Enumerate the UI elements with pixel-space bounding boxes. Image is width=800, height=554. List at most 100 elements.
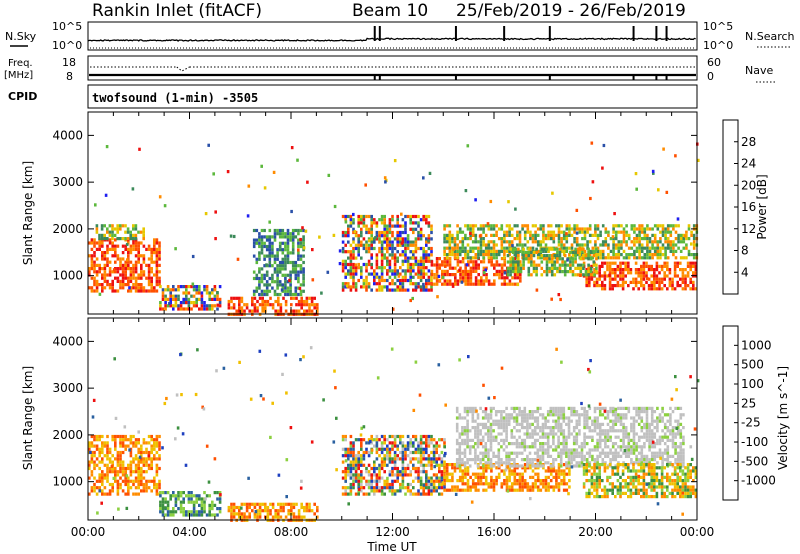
heatmap-cell xyxy=(661,224,665,228)
heatmap-cell xyxy=(545,260,549,264)
heatmap-cell xyxy=(482,472,485,476)
heatmap-cell xyxy=(598,429,602,433)
heatmap-cell xyxy=(230,509,233,513)
heatmap-cell xyxy=(435,463,438,467)
heatmap-cell xyxy=(635,227,639,231)
heatmap-cell xyxy=(264,509,267,513)
heatmap-cell xyxy=(511,282,514,286)
heatmap-cell xyxy=(164,497,167,501)
heatmap-cell xyxy=(251,303,254,307)
heatmap-cell xyxy=(344,272,347,276)
heatmap-cell xyxy=(375,438,379,442)
heatmap-cell xyxy=(535,273,538,277)
heatmap-cell xyxy=(119,434,122,439)
heatmap-cell xyxy=(467,263,470,267)
heatmap-cell xyxy=(159,285,162,289)
heatmap-cell xyxy=(454,282,457,286)
heatmap-cell xyxy=(661,227,665,231)
heatmap-cell xyxy=(461,273,465,277)
heatmap-cell xyxy=(523,419,527,423)
heatmap-cell xyxy=(190,500,193,504)
heatmap-cell xyxy=(430,250,433,254)
heatmap-cell xyxy=(539,240,543,244)
heatmap-cell xyxy=(575,227,579,231)
heatmap-cell xyxy=(208,507,211,511)
heatmap-cell xyxy=(116,224,119,228)
heatmap-cell xyxy=(596,461,599,465)
heatmap-cell xyxy=(404,450,407,455)
heatmap-cell xyxy=(652,171,655,175)
heatmap-cell xyxy=(203,500,206,504)
heatmap-cell xyxy=(604,256,608,260)
heatmap-cell xyxy=(142,237,145,241)
heatmap-cell xyxy=(601,448,605,452)
heatmap-cell xyxy=(694,264,698,268)
heatmap-cell xyxy=(534,479,537,483)
heatmap-cell xyxy=(425,285,428,289)
heatmap-cell xyxy=(472,263,475,267)
heatmap-cell xyxy=(515,451,519,455)
heatmap-cell xyxy=(643,233,647,237)
heatmap-cell xyxy=(256,515,259,519)
heatmap-cell xyxy=(583,435,586,439)
heatmap-cell xyxy=(88,466,91,471)
heatmap-cell xyxy=(622,237,626,241)
heatmap-cell xyxy=(140,482,143,487)
heatmap-cell xyxy=(692,237,696,241)
heatmap-cell xyxy=(294,292,298,297)
heatmap-cell xyxy=(516,243,519,247)
heatmap-cell xyxy=(380,492,384,496)
heatmap-cell xyxy=(523,479,527,483)
heatmap-cell xyxy=(140,476,143,480)
heatmap-cell xyxy=(557,488,561,492)
y-tick-label: 3000 xyxy=(52,175,83,189)
heatmap-cell xyxy=(354,285,358,289)
heatmap-cell xyxy=(451,282,454,286)
heatmap-cell xyxy=(510,464,514,468)
heatmap-cell xyxy=(187,497,191,501)
heatmap-cell xyxy=(653,268,656,272)
heatmap-cell xyxy=(169,513,172,517)
heatmap-cell xyxy=(537,263,541,267)
heatmap-cell xyxy=(541,454,545,458)
heatmap-cell xyxy=(611,268,614,272)
heatmap-cell xyxy=(388,434,392,439)
heatmap-cell xyxy=(150,434,153,439)
heatmap-cell xyxy=(484,442,488,446)
heatmap-cell xyxy=(572,454,576,458)
heatmap-cell xyxy=(539,479,543,483)
heatmap-cell xyxy=(172,507,175,511)
heatmap-cell xyxy=(633,227,636,231)
heatmap-cell xyxy=(367,473,371,477)
heatmap-cell xyxy=(147,279,151,283)
heatmap-cell xyxy=(132,460,135,464)
heatmap-cell xyxy=(565,233,569,237)
heatmap-cell xyxy=(607,246,610,250)
heatmap-cell xyxy=(132,244,135,248)
heatmap-cell xyxy=(540,254,544,258)
heatmap-cell xyxy=(409,275,412,279)
heatmap-cell xyxy=(95,273,99,277)
heatmap-cell xyxy=(572,410,576,414)
heatmap-cell xyxy=(391,307,395,311)
heatmap-cell xyxy=(523,463,527,467)
heatmap-cell xyxy=(291,241,295,245)
heatmap-cell xyxy=(278,235,282,239)
heatmap-cell xyxy=(95,241,99,245)
heatmap-cell xyxy=(427,438,431,442)
heatmap-cell xyxy=(435,273,439,277)
heatmap-cell xyxy=(647,277,651,281)
heatmap-cell xyxy=(638,253,641,257)
heatmap-cell xyxy=(572,458,576,462)
heatmap-cell xyxy=(556,254,559,258)
heatmap-cell xyxy=(163,204,167,208)
heatmap-cell xyxy=(572,429,576,433)
heatmap-cell xyxy=(479,432,482,436)
heatmap-cell xyxy=(528,432,532,436)
heatmap-cell xyxy=(235,309,238,313)
heatmap-cell xyxy=(137,230,140,234)
heatmap-cell xyxy=(471,227,475,231)
heatmap-cell xyxy=(514,270,518,274)
heatmap-cell xyxy=(367,482,371,487)
heatmap-cell xyxy=(466,479,470,483)
